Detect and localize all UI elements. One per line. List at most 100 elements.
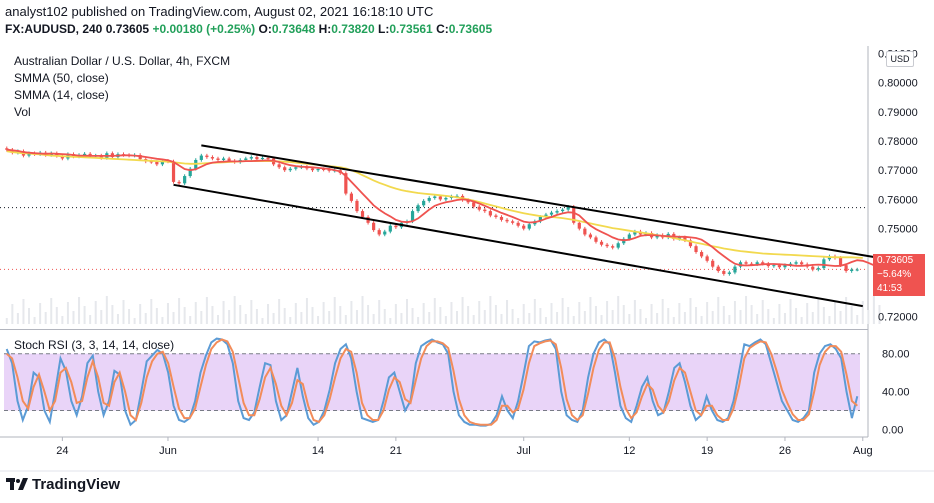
volume-bar	[183, 307, 186, 324]
volume-bar	[255, 309, 258, 324]
candle-body	[722, 271, 726, 274]
candle-body	[527, 224, 531, 229]
candle-body	[205, 155, 209, 158]
candle-body	[255, 157, 259, 160]
volume-bar	[672, 317, 675, 324]
volume-bar	[444, 316, 447, 324]
volume-bar	[806, 303, 809, 324]
volume-bar	[433, 298, 436, 324]
date-tick-label: Aug	[853, 445, 873, 457]
volume-bar	[116, 314, 119, 324]
volume-bar	[739, 310, 742, 324]
volume-bar	[194, 302, 197, 324]
candle-body	[455, 195, 459, 197]
stoch-rsi-pane	[4, 337, 860, 427]
volume-bar	[289, 317, 292, 324]
candle-body	[588, 234, 593, 238]
volume-bar	[533, 299, 536, 324]
open-value: 0.73648	[271, 22, 316, 36]
price-tick-label: 0.75000	[878, 224, 918, 236]
volume-bar	[522, 304, 525, 324]
candle-body	[727, 272, 731, 274]
volume-bar	[745, 296, 748, 324]
volume-bar	[61, 316, 64, 324]
low-value: 0.73561	[389, 22, 433, 36]
volume-bar	[583, 311, 586, 324]
volume-bar	[861, 301, 864, 324]
candle-body	[216, 158, 220, 160]
volume-bar	[217, 315, 219, 324]
volume-bar	[155, 308, 158, 324]
volume-bar	[11, 304, 14, 324]
volume-bar	[645, 318, 647, 324]
volume-bar	[150, 299, 153, 324]
volume-bar	[211, 306, 214, 324]
date-tick-label: 21	[390, 445, 402, 457]
candle-body	[750, 263, 754, 265]
volume-bar	[311, 307, 314, 324]
currency-badge[interactable]: USD	[886, 51, 914, 67]
candle-body	[310, 168, 315, 171]
candle-body	[444, 197, 448, 200]
volume-bar	[94, 301, 97, 324]
close-label: C:	[436, 22, 449, 36]
volume-bar	[706, 302, 709, 324]
high-value: 0.73820	[331, 22, 375, 36]
candle-body	[733, 266, 737, 273]
volume-bar	[261, 318, 264, 324]
candle-body	[510, 221, 515, 223]
volume-bar	[111, 305, 114, 324]
date-tick-label: 19	[701, 445, 713, 457]
candle-body	[183, 176, 187, 184]
volume-bar	[300, 312, 303, 324]
volume-bar	[322, 302, 325, 324]
volume-bar	[339, 306, 342, 324]
candle-body	[605, 244, 609, 247]
price-change: +0.00180 (+0.25%)	[152, 22, 256, 36]
volume-bar	[83, 306, 86, 324]
volume-bar	[678, 303, 681, 324]
stoch-tick-label: 0.00	[882, 424, 903, 436]
candle-body	[494, 215, 498, 217]
volume-bar	[39, 303, 42, 324]
trendlines	[173, 144, 875, 308]
candle-body	[577, 222, 581, 229]
tradingview-logo[interactable]: TradingView	[6, 476, 120, 493]
volume-bar	[228, 310, 231, 324]
volume-bar	[383, 309, 386, 324]
candle-body	[283, 167, 287, 171]
volume-bar	[767, 309, 770, 324]
volume-bar	[567, 307, 570, 324]
volume-bar	[428, 312, 431, 324]
candle-body	[572, 206, 576, 223]
candle-body	[294, 167, 298, 169]
volume-bar	[250, 300, 253, 324]
volume-bar	[50, 298, 53, 324]
volume-bar	[811, 312, 814, 324]
volume-bar	[572, 316, 575, 324]
volume-bar	[489, 296, 492, 324]
marker-price: 0.73605	[877, 255, 914, 266]
volume-bar	[633, 300, 636, 324]
volume-bar	[772, 318, 775, 324]
volume-bar	[756, 314, 759, 324]
smma50-line	[6, 150, 863, 259]
date-tick-label: 14	[312, 445, 324, 457]
volume-bar	[172, 312, 175, 324]
volume-bar	[244, 314, 247, 324]
volume-bar	[639, 309, 642, 324]
volume-bar	[333, 297, 336, 324]
volume-bar	[795, 308, 798, 324]
volume-bar	[205, 297, 208, 324]
volume-bar	[550, 303, 553, 324]
volume-bar	[578, 302, 581, 324]
candle-body	[344, 173, 348, 194]
stoch-tick-label: 80.00	[882, 349, 910, 361]
candle-body	[711, 260, 715, 267]
volume-bar	[189, 316, 192, 324]
candle-body	[316, 169, 320, 171]
candle-body	[616, 243, 620, 248]
volume-bar	[22, 299, 25, 324]
candle-body	[538, 216, 542, 222]
